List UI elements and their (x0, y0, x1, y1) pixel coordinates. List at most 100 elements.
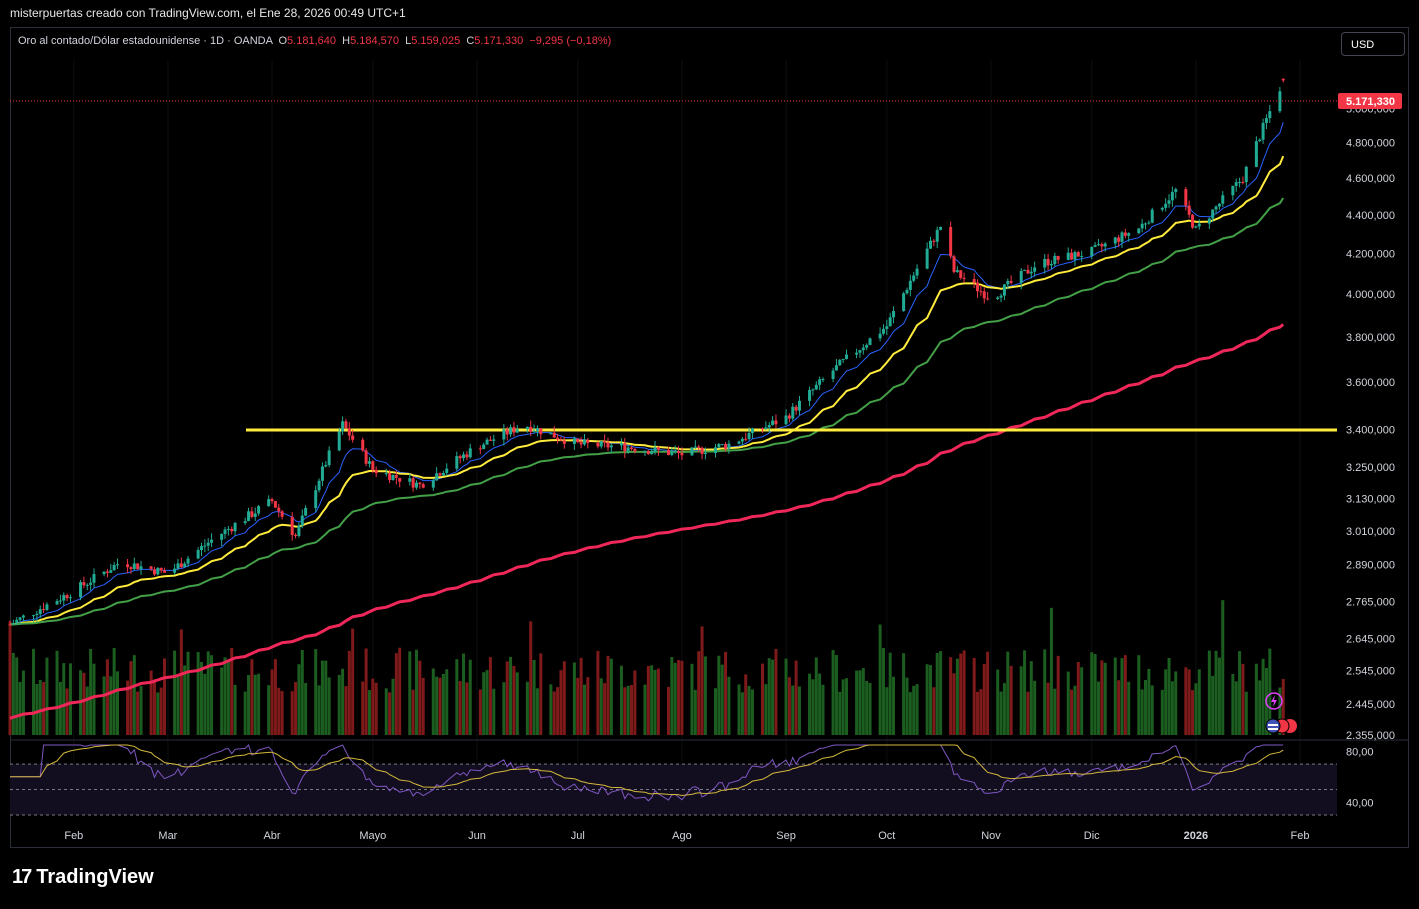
candle[interactable] (21, 614, 25, 622)
candle[interactable] (149, 565, 153, 572)
candle[interactable] (902, 291, 906, 312)
candle[interactable] (579, 437, 583, 449)
candle[interactable] (525, 426, 529, 433)
ema-line-ema-200[interactable] (9, 323, 1285, 720)
candle[interactable] (152, 566, 156, 576)
candle[interactable] (750, 427, 754, 439)
candle[interactable] (976, 279, 980, 298)
candle[interactable] (572, 436, 576, 450)
candle[interactable] (1160, 206, 1164, 212)
candle[interactable] (388, 469, 392, 484)
candle[interactable] (206, 538, 210, 551)
candle[interactable] (1066, 247, 1070, 261)
candle[interactable] (384, 468, 388, 477)
candle[interactable] (878, 327, 882, 342)
candle[interactable] (787, 413, 791, 423)
candle[interactable] (247, 507, 251, 522)
candle[interactable] (1033, 261, 1037, 277)
candle[interactable] (929, 236, 933, 249)
candle[interactable] (391, 474, 395, 481)
candle[interactable] (277, 503, 281, 518)
candle[interactable] (771, 415, 775, 426)
candle[interactable] (317, 478, 321, 493)
candle[interactable] (1113, 236, 1117, 249)
candle[interactable] (62, 592, 66, 606)
candle[interactable] (300, 509, 304, 529)
candle[interactable] (55, 598, 59, 605)
candle[interactable] (1053, 252, 1057, 267)
candle[interactable] (68, 594, 72, 603)
candle[interactable] (831, 367, 835, 383)
candle[interactable] (179, 557, 183, 568)
candle[interactable] (482, 442, 486, 450)
candle[interactable] (1043, 254, 1047, 274)
candle[interactable] (327, 446, 331, 468)
candle[interactable] (42, 602, 46, 613)
candle[interactable] (176, 559, 180, 571)
candle[interactable] (351, 429, 355, 443)
candle[interactable] (509, 424, 513, 437)
candle[interactable] (1217, 203, 1221, 210)
candle[interactable] (344, 418, 348, 429)
candle[interactable] (633, 447, 637, 454)
candle[interactable] (915, 264, 919, 279)
candle[interactable] (324, 461, 328, 468)
candle[interactable] (1214, 205, 1218, 215)
candle[interactable] (1197, 219, 1201, 230)
candle[interactable] (512, 421, 516, 437)
candle[interactable] (408, 473, 412, 486)
candle[interactable] (774, 414, 778, 429)
candle[interactable] (485, 437, 489, 445)
candle[interactable] (1056, 255, 1060, 264)
candle[interactable] (630, 445, 634, 451)
candle[interactable] (1261, 118, 1265, 144)
candle[interactable] (1241, 176, 1245, 185)
candle[interactable] (727, 440, 731, 454)
candle[interactable] (603, 434, 607, 448)
candle[interactable] (435, 467, 439, 481)
candle[interactable] (865, 343, 869, 351)
candle[interactable] (79, 580, 83, 601)
candle[interactable] (1234, 178, 1238, 192)
candle[interactable] (764, 421, 768, 431)
candle[interactable] (1281, 78, 1285, 83)
candle[interactable] (1144, 222, 1148, 230)
candle[interactable] (1103, 241, 1107, 252)
candle[interactable] (58, 594, 62, 605)
symbol-name[interactable]: Oro al contado/Dólar estadounidense · 1D… (18, 35, 273, 47)
candle[interactable] (552, 426, 556, 438)
candle[interactable] (724, 441, 728, 452)
candle[interactable] (102, 571, 106, 577)
candle[interactable] (139, 560, 143, 575)
candle[interactable] (478, 445, 482, 455)
candle[interactable] (1080, 250, 1084, 263)
candle[interactable] (680, 447, 684, 461)
candle[interactable] (441, 470, 445, 477)
candle[interactable] (1184, 186, 1188, 211)
candle[interactable] (183, 561, 187, 568)
candle[interactable] (700, 446, 704, 460)
candle[interactable] (515, 425, 519, 434)
candle[interactable] (1258, 138, 1262, 142)
symbol-legend[interactable]: Oro al contado/Dólar estadounidense · 1D… (18, 35, 611, 47)
candle[interactable] (932, 239, 936, 247)
candle[interactable] (606, 437, 610, 452)
candle[interactable] (468, 443, 472, 459)
candle[interactable] (811, 388, 815, 396)
rsi-line[interactable] (10, 744, 1284, 802)
currency-button[interactable]: USD (1341, 32, 1405, 56)
candle[interactable] (1120, 231, 1124, 249)
candle[interactable] (250, 506, 254, 519)
candle[interactable] (223, 526, 227, 539)
candle[interactable] (556, 433, 560, 444)
candle[interactable] (1029, 266, 1033, 279)
candle[interactable] (791, 403, 795, 421)
candle[interactable] (562, 436, 566, 449)
candle[interactable] (1170, 186, 1174, 207)
candle[interactable] (1070, 248, 1074, 261)
candle[interactable] (737, 440, 741, 445)
candle[interactable] (855, 348, 859, 359)
candle[interactable] (892, 306, 896, 324)
candle[interactable] (905, 287, 909, 295)
